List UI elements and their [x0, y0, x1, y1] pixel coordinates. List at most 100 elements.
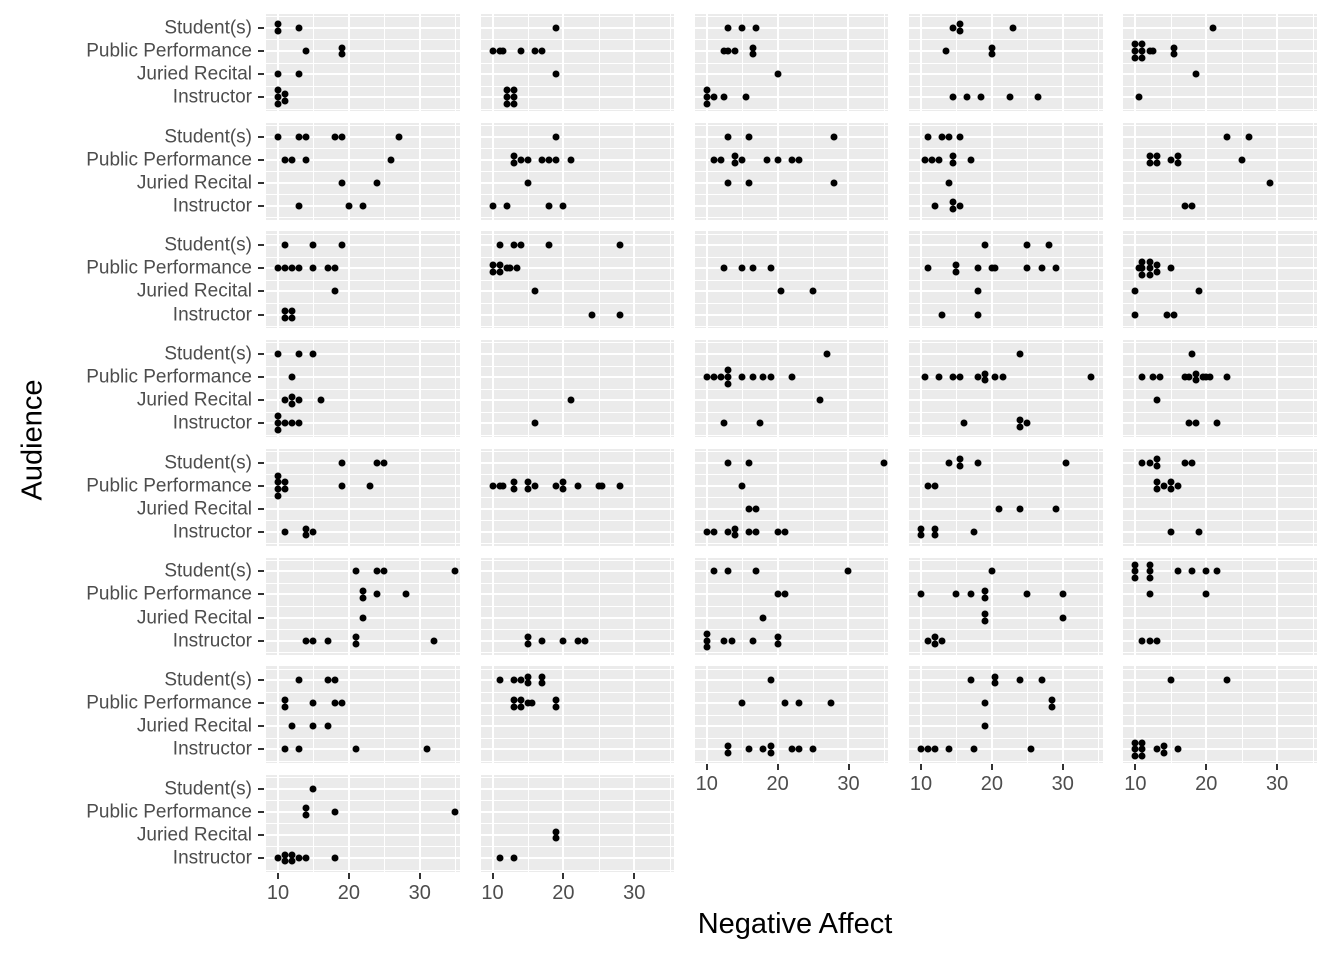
- data-point: [1138, 637, 1146, 645]
- data-point: [1153, 478, 1161, 486]
- gridline-minor-horizontal: [1123, 714, 1317, 716]
- x-tick-label: 20: [1195, 773, 1218, 796]
- data-point: [942, 47, 950, 55]
- data-point: [703, 637, 711, 645]
- gridline-major-horizontal: [1123, 702, 1317, 705]
- gridline-major-vertical: [491, 122, 494, 220]
- data-point: [970, 745, 978, 753]
- data-point: [288, 851, 296, 859]
- gridline-major-horizontal: [1123, 376, 1317, 379]
- data-point: [489, 482, 497, 490]
- data-point: [703, 86, 711, 94]
- gridline-major-horizontal: [1123, 204, 1317, 207]
- facet-panel-r5c3: [694, 448, 889, 546]
- data-point: [552, 70, 560, 78]
- gridline-major-horizontal: [1123, 73, 1317, 76]
- data-point: [1209, 24, 1217, 32]
- data-point: [931, 745, 939, 753]
- gridline-minor-horizontal: [1123, 668, 1317, 670]
- data-point: [598, 482, 606, 490]
- data-point: [1138, 745, 1146, 753]
- gridline-minor-horizontal: [266, 652, 460, 654]
- data-point: [281, 703, 289, 711]
- gridline-minor-horizontal: [1123, 691, 1317, 693]
- data-point: [1131, 311, 1139, 319]
- gridline-major-vertical: [418, 666, 421, 764]
- gridline-minor-horizontal: [694, 194, 889, 196]
- data-point: [756, 419, 764, 427]
- data-point: [917, 745, 925, 753]
- gridline-major-horizontal: [1123, 181, 1317, 184]
- data-point: [345, 202, 353, 210]
- gridline-major-vertical: [1061, 557, 1064, 655]
- y-tick-label-public-performance: Public Performance: [86, 475, 252, 497]
- data-point: [749, 373, 757, 381]
- y-tick-label-public-performance: Public Performance: [86, 40, 252, 62]
- data-point: [724, 133, 732, 141]
- data-point: [552, 24, 560, 32]
- data-point: [545, 156, 553, 164]
- data-point: [302, 525, 310, 533]
- data-point: [295, 24, 303, 32]
- data-point: [538, 47, 546, 55]
- gridline-minor-horizontal: [909, 62, 1103, 64]
- y-tick-label-juried-recital: Juried Recital: [136, 172, 252, 194]
- data-point: [917, 525, 925, 533]
- data-point: [1195, 287, 1203, 295]
- gridline-major-vertical: [1134, 557, 1137, 655]
- data-point: [1188, 350, 1196, 358]
- gridline-minor-horizontal: [694, 559, 889, 561]
- y-axis-tick: [258, 158, 264, 161]
- gridline-major-vertical: [491, 340, 494, 438]
- facet-panel-r1c1: [266, 14, 460, 111]
- data-point: [1160, 482, 1168, 490]
- gridline-minor-horizontal: [694, 233, 889, 235]
- data-point: [331, 264, 339, 272]
- gridline-major-vertical: [990, 557, 993, 655]
- gridline-minor-horizontal: [909, 691, 1103, 693]
- data-point: [1009, 24, 1017, 32]
- gridline-minor-horizontal: [480, 652, 674, 654]
- gridline-major-horizontal: [909, 158, 1103, 161]
- y-axis-tick: [258, 181, 264, 184]
- gridline-major-horizontal: [694, 49, 889, 52]
- gridline-major-horizontal: [266, 135, 460, 138]
- data-point: [967, 156, 975, 164]
- facet-panel-r4c2: [480, 340, 674, 438]
- data-point: [1192, 419, 1200, 427]
- data-point: [524, 679, 532, 687]
- data-point: [1153, 485, 1161, 493]
- data-point: [1174, 152, 1182, 160]
- gridline-minor-horizontal: [480, 582, 674, 584]
- gridline-major-horizontal: [266, 313, 460, 316]
- gridline-major-vertical: [347, 557, 350, 655]
- gridline-minor-horizontal: [480, 691, 674, 693]
- facet-panel-r2c4: [909, 122, 1103, 220]
- gridline-minor-horizontal: [1123, 365, 1317, 367]
- gridline-major-horizontal: [266, 530, 460, 533]
- data-point: [1038, 676, 1046, 684]
- data-point: [295, 70, 303, 78]
- gridline-minor-horizontal: [266, 125, 460, 126]
- gridline-minor-horizontal: [480, 302, 674, 304]
- gridline-major-vertical: [633, 340, 636, 438]
- x-axis-title: Negative Affect: [697, 908, 893, 940]
- gridline-minor-horizontal: [909, 652, 1103, 654]
- gridline-major-horizontal: [266, 484, 460, 487]
- gridline-major-horizontal: [1123, 461, 1317, 464]
- data-point: [309, 722, 317, 730]
- gridline-major-vertical: [705, 557, 708, 655]
- data-point: [317, 396, 325, 404]
- gridline-minor-horizontal: [694, 62, 889, 64]
- gridline-minor-horizontal: [909, 85, 1103, 87]
- gridline-major-horizontal: [1123, 135, 1317, 138]
- data-point: [524, 699, 532, 707]
- data-point: [952, 268, 960, 276]
- gridline-major-vertical: [1061, 14, 1064, 111]
- data-point: [1016, 350, 1024, 358]
- data-point: [956, 27, 964, 35]
- data-point: [759, 373, 767, 381]
- data-point: [1087, 373, 1095, 381]
- data-point: [528, 699, 536, 707]
